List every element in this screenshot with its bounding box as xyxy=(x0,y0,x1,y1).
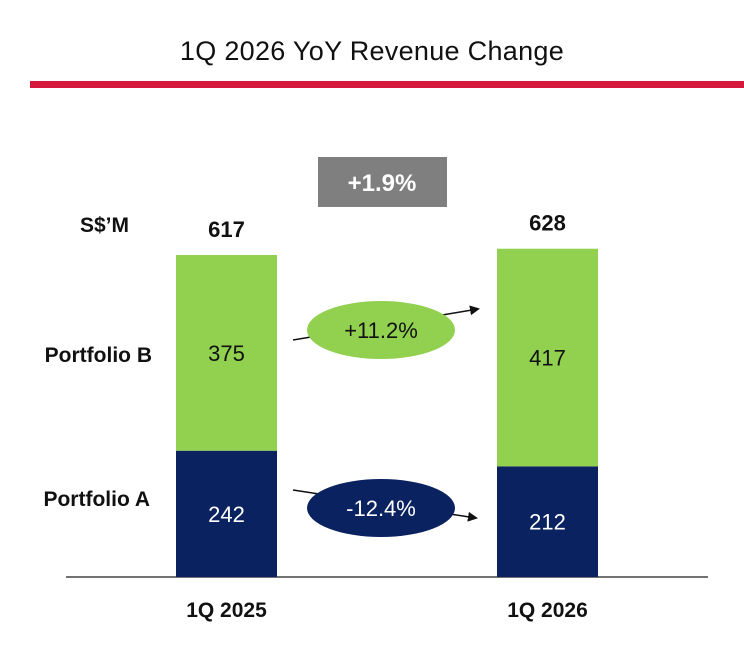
total-label-1: 617 xyxy=(208,217,245,242)
total-change-label: +1.9% xyxy=(348,170,417,197)
bar-portfolio-a-1 xyxy=(176,450,277,577)
chart-title: 1Q 2026 YoY Revenue Change xyxy=(179,36,565,66)
value-label-portfolio-a-2: 212 xyxy=(529,510,566,535)
category-label-2: 1Q 2026 xyxy=(507,599,588,622)
category-label-1: 1Q 2025 xyxy=(186,599,267,622)
total-label-2: 628 xyxy=(529,211,566,236)
title-divider xyxy=(30,81,744,88)
bar-portfolio-b-1 xyxy=(176,255,277,451)
value-label-portfolio-a-1: 242 xyxy=(208,502,245,527)
portfolio-b-change-bubble xyxy=(307,301,455,359)
bar-portfolio-b-2 xyxy=(497,248,598,467)
segment-label-portfolio-b: Portfolio B xyxy=(44,344,152,367)
segment-label-portfolio-a: Portfolio A xyxy=(43,488,150,511)
value-label-portfolio-b-1: 375 xyxy=(208,341,245,366)
value-label-portfolio-b-2: 417 xyxy=(529,346,566,371)
unit-label: S$’M xyxy=(80,214,130,237)
bar-portfolio-a-2 xyxy=(497,466,598,577)
total-change-box xyxy=(318,157,447,207)
portfolio-b-change-label: +11.2% xyxy=(344,318,418,343)
portfolio-a-change-bubble xyxy=(307,479,455,537)
portfolio-a-change-label: -12.4% xyxy=(346,496,416,521)
